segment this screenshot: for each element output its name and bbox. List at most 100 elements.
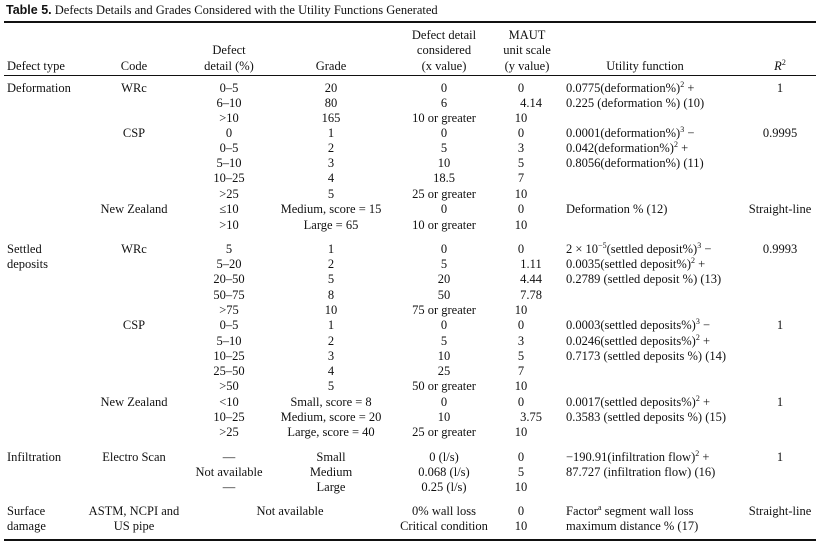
x-value: 0 bbox=[440, 395, 448, 409]
header-considered-line3: (x value) bbox=[421, 59, 467, 73]
grade: 80 bbox=[324, 96, 338, 110]
operator: − bbox=[699, 318, 711, 332]
header-considered-line1: Defect detail bbox=[411, 28, 477, 42]
defect-type-deformation: Deformation bbox=[7, 81, 71, 95]
defect-detail: 5–10 bbox=[216, 156, 242, 170]
x-value: 50 bbox=[437, 288, 451, 302]
defect-type-settled-line1: Settled bbox=[7, 242, 42, 256]
x-value: 5 bbox=[440, 257, 448, 271]
utility-function: 87.727 (infiltration flow) (16) bbox=[566, 465, 716, 479]
y-value: 10 bbox=[514, 425, 528, 439]
utility-function: Deformation % (12) bbox=[566, 202, 668, 216]
operator: + bbox=[684, 81, 695, 95]
defect-type-surface-line1: Surface bbox=[7, 504, 46, 518]
utility-function: 0.0001(deformation%)3 − bbox=[566, 126, 694, 141]
defect-type-infiltration: Infiltration bbox=[7, 450, 62, 464]
x-value: 10 or greater bbox=[412, 111, 476, 125]
y-value: 4.44 bbox=[520, 272, 542, 286]
x-value: 0% wall loss bbox=[412, 504, 476, 518]
r-superscript: 2 bbox=[781, 58, 786, 67]
exponent: 2 bbox=[690, 256, 695, 265]
operator: − bbox=[701, 242, 712, 256]
utility-function: −190.91(infiltration flow)2 + bbox=[566, 450, 709, 465]
y-value: 3 bbox=[517, 141, 525, 155]
code-csp: CSP bbox=[122, 318, 146, 332]
table-title: Defects Details and Grades Considered wi… bbox=[54, 3, 438, 17]
defect-detail: 5–20 bbox=[216, 257, 242, 271]
defect-detail: — bbox=[222, 450, 236, 464]
y-value: 10 bbox=[514, 379, 528, 393]
grade: 10 bbox=[324, 303, 338, 317]
operator: + bbox=[699, 395, 711, 409]
defect-detail: >10 bbox=[219, 218, 239, 232]
x-value: 6 bbox=[440, 96, 448, 110]
grade: 4 bbox=[327, 364, 335, 378]
defect-detail: 5–10 bbox=[216, 334, 242, 348]
r-squared: 0.9995 bbox=[762, 126, 798, 140]
y-value: 0 bbox=[517, 242, 525, 256]
defect-detail: >50 bbox=[219, 379, 239, 393]
code-new-zealand: New Zealand bbox=[100, 395, 168, 409]
x-value: 5 bbox=[440, 334, 448, 348]
x-value: 18.5 bbox=[433, 171, 455, 185]
code-astm-line2: US pipe bbox=[113, 519, 155, 533]
header-rule bbox=[4, 75, 816, 76]
utility-function: Factora segment wall loss bbox=[566, 504, 694, 519]
exponent: 3 bbox=[695, 317, 700, 326]
defect-detail: 0–5 bbox=[219, 81, 239, 95]
grade: 5 bbox=[327, 272, 335, 286]
y-value: 3.75 bbox=[520, 410, 542, 424]
defect-detail: >10 bbox=[219, 111, 239, 125]
utility-function: maximum distance % (17) bbox=[566, 519, 699, 533]
exponent: 3 bbox=[697, 241, 702, 250]
header-maut-line1: MAUT bbox=[508, 28, 546, 42]
defect-detail: >25 bbox=[219, 187, 239, 201]
defect-type-surface-line2: damage bbox=[7, 519, 46, 533]
x-value: 0 bbox=[440, 318, 448, 332]
x-value: 0 bbox=[440, 242, 448, 256]
y-value: 0 bbox=[517, 504, 525, 518]
x-value: 25 or greater bbox=[412, 425, 476, 439]
grade: Medium, score = 15 bbox=[280, 202, 382, 216]
code-electro-scan: Electro Scan bbox=[102, 450, 166, 464]
defect-detail: 10–25 bbox=[213, 171, 245, 185]
grade: Small, score = 8 bbox=[290, 395, 372, 409]
operator: + bbox=[677, 141, 689, 155]
grade: Large, score = 40 bbox=[287, 425, 375, 439]
x-value: 0 bbox=[440, 126, 448, 140]
r-symbol: R bbox=[774, 59, 782, 73]
x-value: 0 bbox=[440, 81, 448, 95]
header-maut-line3: (y value) bbox=[504, 59, 550, 73]
x-value: 0.068 (l/s) bbox=[418, 465, 470, 479]
y-value: 0 bbox=[517, 395, 525, 409]
exponent: 2 bbox=[695, 449, 700, 458]
utility-function: 0.7173 (settled deposits %) (14) bbox=[566, 349, 727, 363]
r-squared: 1 bbox=[776, 318, 784, 332]
y-value: 10 bbox=[514, 111, 528, 125]
header-defect-detail-line1: Defect bbox=[212, 43, 246, 57]
exponent: 2 bbox=[680, 80, 685, 89]
grade: Large = 65 bbox=[303, 218, 359, 232]
operator: + bbox=[699, 450, 710, 464]
y-value: 10 bbox=[514, 187, 528, 201]
exponent: 2 bbox=[695, 394, 700, 403]
utility-function: 0.2789 (settled deposit %) (13) bbox=[566, 272, 722, 286]
utility-text: 2 × 10 bbox=[566, 242, 599, 256]
y-value: 0 bbox=[517, 81, 525, 95]
r-squared: 1 bbox=[776, 395, 784, 409]
operator: − bbox=[684, 126, 695, 140]
grade: 5 bbox=[327, 379, 335, 393]
utility-text: 0.0246(settled deposits%) bbox=[566, 334, 696, 348]
code-wrc: WRc bbox=[121, 242, 147, 256]
exponent: 2 bbox=[673, 140, 678, 149]
grade: Medium bbox=[309, 465, 353, 479]
defect-detail: 0–5 bbox=[219, 141, 239, 155]
utility-text: 0.0017(settled deposits%) bbox=[566, 395, 696, 409]
r-squared: Straight-line bbox=[748, 202, 812, 216]
y-value: 0 bbox=[517, 318, 525, 332]
utility-function: 0.0246(settled deposits%)2 + bbox=[566, 334, 710, 349]
x-value: 10 bbox=[437, 410, 451, 424]
grade: 2 bbox=[327, 141, 335, 155]
grade: 1 bbox=[327, 318, 335, 332]
y-value: 5 bbox=[517, 156, 525, 170]
